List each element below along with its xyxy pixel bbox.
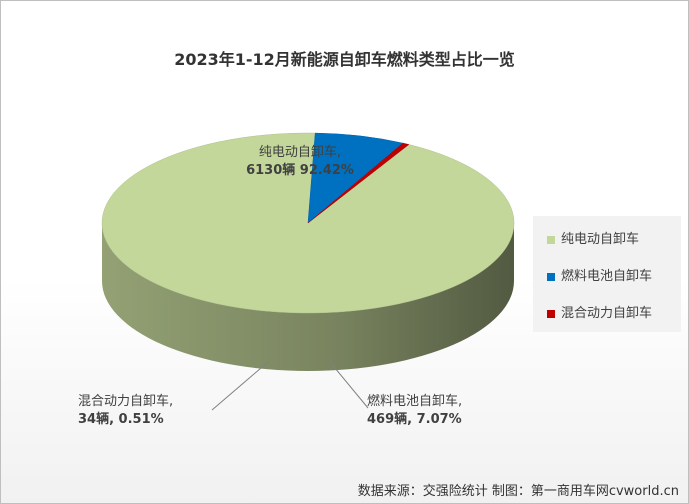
- chart-title: 2023年1-12月新能源自卸车燃料类型占比一览: [174, 50, 515, 69]
- legend-label: 纯电动自卸车: [561, 232, 640, 247]
- source-note: 数据来源：交强险统计 制图：第一商用车网cvworld.cn: [357, 484, 679, 499]
- leader-line-fuel-cell: [329, 361, 369, 409]
- legend-label: 混合动力自卸车: [561, 306, 653, 321]
- legend-item-fuel-cell: 燃料电池自卸车: [547, 265, 652, 284]
- legend: 纯电动自卸车 燃料电池自卸车 混合动力自卸车: [533, 216, 681, 332]
- leader-line-hybrid: [211, 361, 269, 411]
- legend-item-battery-electric: 纯电动自卸车: [547, 228, 639, 247]
- legend-swatch-hybrid: [547, 309, 555, 318]
- legend-label: 燃料电池自卸车: [561, 269, 653, 284]
- pie-slice-battery-electric-side: [102, 223, 514, 371]
- data-label-battery-electric: 纯电动自卸车, 6130辆 92.42%: [246, 144, 354, 178]
- data-label-fuel-cell: 燃料电池自卸车, 469辆, 7.07%: [367, 393, 462, 427]
- data-label-hybrid: 混合动力自卸车, 34辆, 0.51%: [78, 393, 173, 427]
- legend-swatch-fuel-cell: [547, 272, 555, 281]
- legend-item-hybrid: 混合动力自卸车: [547, 302, 652, 321]
- pie-slice-hybrid: [307, 142, 410, 224]
- legend-swatch-battery-electric: [547, 235, 555, 244]
